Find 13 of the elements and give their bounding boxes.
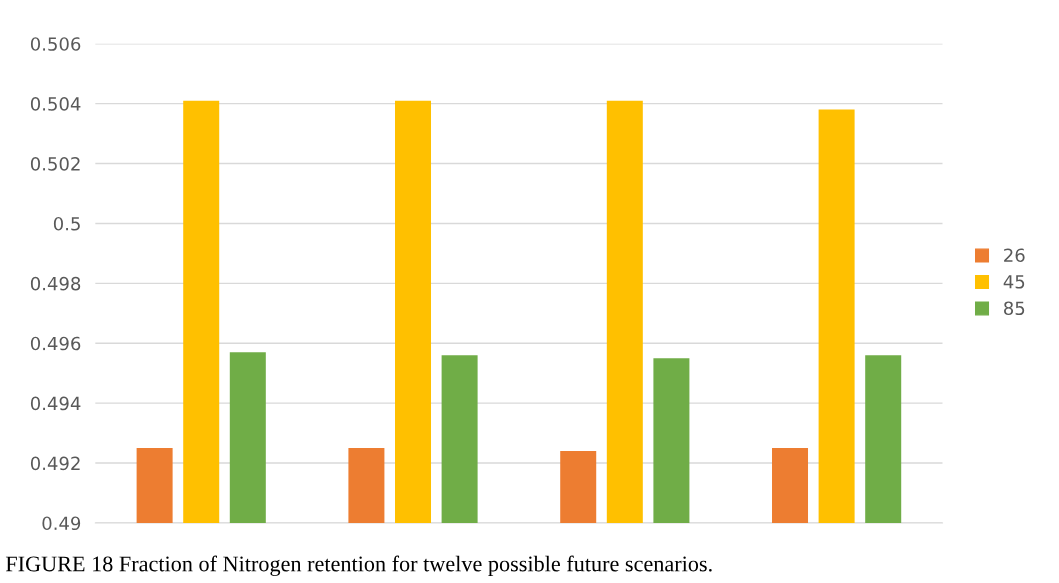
y-tick-label: 0.5 [53, 216, 80, 231]
y-tick-label: 0.494 [30, 396, 81, 411]
caption: FIGURE 18 Fraction of Nitrogen retention for twelve possible future scenarios. [5, 555, 712, 576]
y-tick-label: 0.49 [42, 516, 81, 531]
legend-label: 26 [1004, 248, 1025, 263]
y-tick-label: 0.498 [30, 276, 81, 291]
y-tick-label: 0.496 [30, 336, 81, 351]
legend-label: 45 [1003, 275, 1025, 289]
legend-label: 85 [1004, 301, 1025, 316]
y-tick-label: 0.492 [30, 456, 80, 471]
y-tick-label: 0.502 [30, 156, 80, 171]
y-tick-label: 0.504 [30, 97, 81, 111]
y-tick-label: 0.506 [30, 37, 81, 51]
